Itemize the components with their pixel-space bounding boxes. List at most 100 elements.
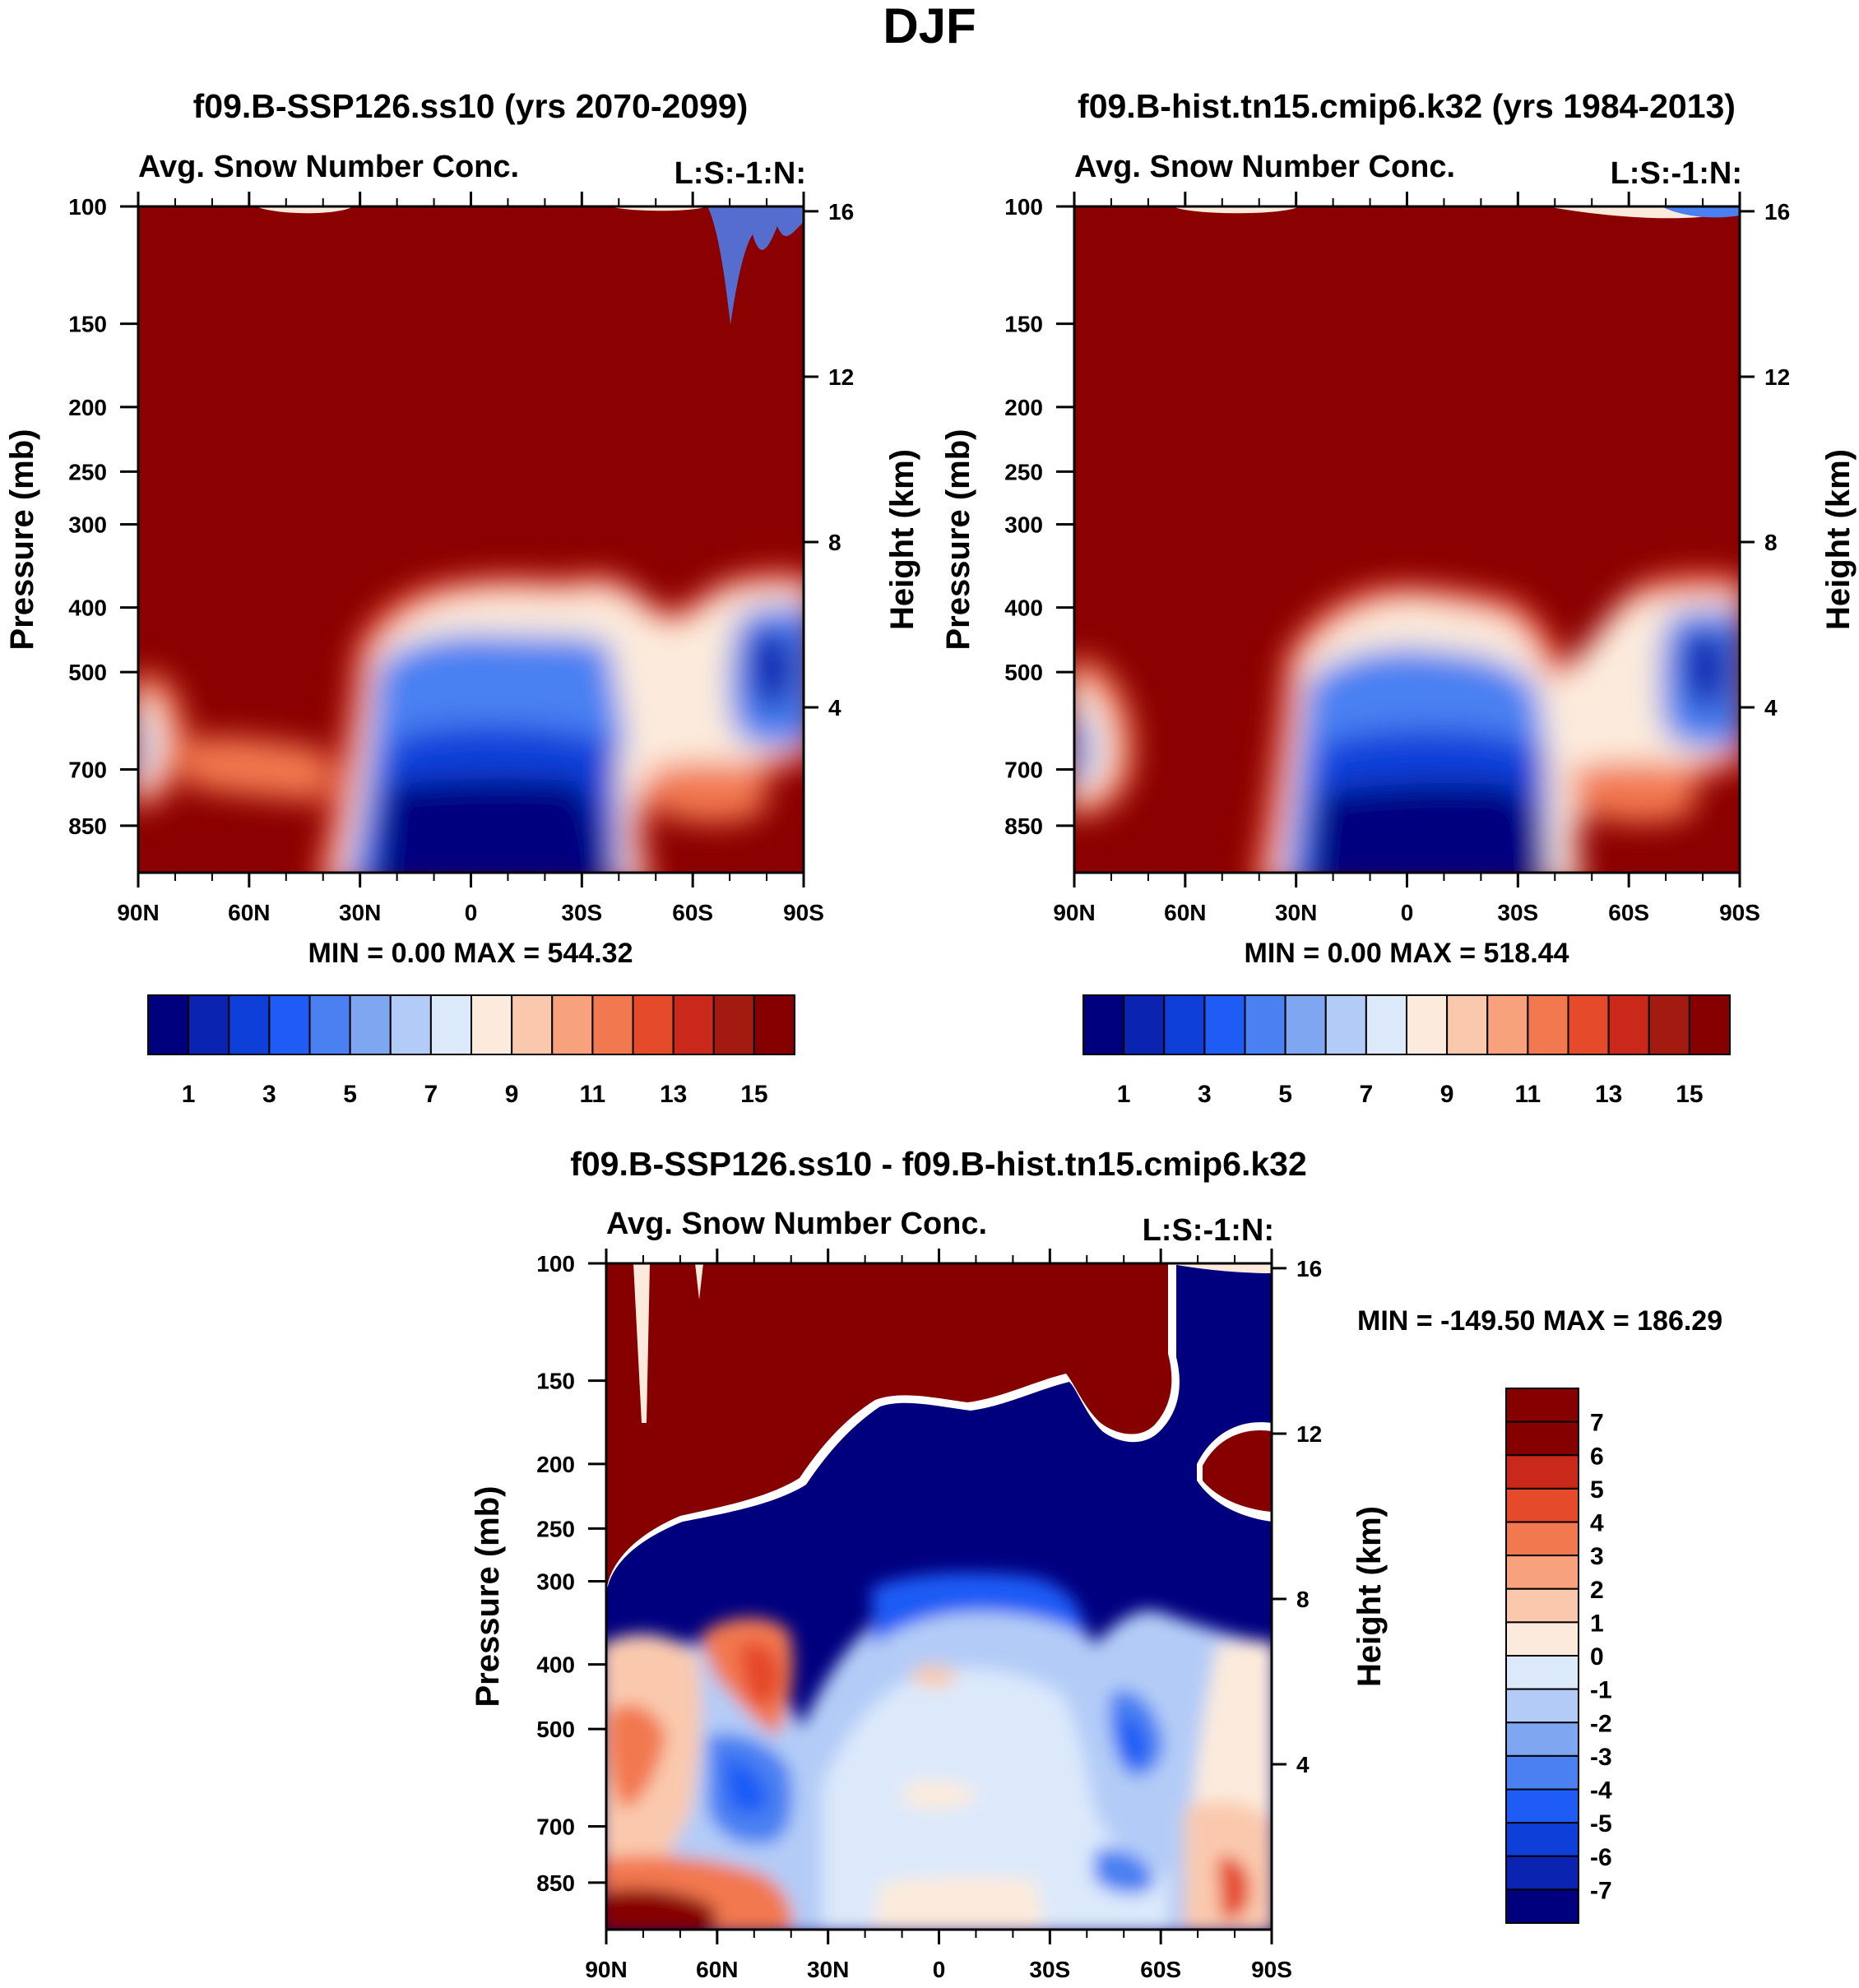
colorbar-label: -2 — [1590, 1710, 1612, 1737]
x-tick-label: 60N — [1164, 900, 1206, 925]
colorbar-swatch — [1505, 1388, 1579, 1423]
x-tick-label: 90S — [1719, 900, 1760, 925]
panel-b-subtitle: Avg. Snow Number Conc. — [1074, 150, 1455, 184]
y-tick-label: 200 — [68, 395, 107, 420]
y-tick-label: 500 — [536, 1717, 575, 1742]
y2-tick-label: 12 — [828, 364, 854, 390]
y2-tick-label: 8 — [1764, 530, 1778, 555]
colorbar-swatch — [1648, 994, 1690, 1055]
colorbar-swatch — [1505, 1655, 1579, 1690]
colorbar-swatch — [1527, 994, 1569, 1055]
colorbar-swatch — [753, 994, 795, 1055]
panel-diff-right-label: L:S:-1:N: — [1143, 1213, 1274, 1248]
colorbar-swatch — [1505, 1688, 1579, 1724]
x-tick-label: 90N — [585, 1957, 627, 1982]
panel-a-subtitle: Avg. Snow Number Conc. — [138, 150, 519, 184]
y-tick-label: 400 — [1004, 595, 1043, 621]
colorbar-swatch — [1203, 994, 1246, 1055]
colorbar-label: 2 — [1590, 1577, 1604, 1604]
colorbar-swatch — [1505, 1587, 1579, 1624]
colorbar-label: 1 — [1590, 1610, 1604, 1637]
y-tick-label: 100 — [68, 194, 107, 220]
colorbar-swatch — [1324, 994, 1367, 1055]
colorbar-swatch — [1505, 1521, 1579, 1557]
y-tick-label: 300 — [536, 1569, 575, 1594]
panel-diff-subtitle: Avg. Snow Number Conc. — [606, 1207, 987, 1241]
colorbar-b: 1 3 5 7 9 11 13 15 — [1082, 994, 1731, 1108]
colorbar-label: 11 — [580, 1081, 606, 1108]
colorbar-label: 1 — [182, 1081, 196, 1108]
colorbar-label: 3 — [1198, 1081, 1212, 1108]
y-tick-label: 150 — [536, 1369, 575, 1394]
colorbar-swatch — [1446, 994, 1489, 1055]
y2-tick-label: 8 — [1296, 1587, 1310, 1612]
x-tick-label: 0 — [465, 900, 478, 925]
colorbar-label: 13 — [1595, 1081, 1622, 1108]
colorbar-label: -5 — [1590, 1810, 1612, 1837]
colorbar-label: -6 — [1590, 1844, 1612, 1871]
colorbar-swatch — [1505, 1555, 1579, 1590]
panel-a-field — [138, 206, 804, 873]
y-tick-label: 200 — [1004, 395, 1043, 420]
y2-tick-label: 12 — [1764, 364, 1790, 390]
colorbar-swatch — [1505, 1621, 1579, 1657]
x-tick-label: 90S — [783, 900, 824, 925]
x-tick-label: 30S — [1029, 1957, 1070, 1982]
colorbar-swatch — [1607, 994, 1650, 1055]
colorbar-label: 5 — [1278, 1081, 1292, 1108]
colorbar-swatch — [1505, 1788, 1579, 1824]
colorbar-layer: 1 3 5 7 9 11 13 15 1 3 5 7 9 11 13 1576543210-1-2-3-4-5… — [147, 994, 1731, 1924]
y-tick-label: 150 — [1004, 312, 1043, 337]
colorbar-swatch — [1505, 1722, 1579, 1757]
y-axis-label: Pressure (mb) — [4, 429, 40, 651]
y-tick-label: 250 — [68, 459, 107, 484]
colorbar-swatch — [188, 994, 230, 1055]
x-tick-label: 60S — [672, 900, 713, 925]
colorbar-swatch — [1123, 994, 1166, 1055]
y2-tick-label: 16 — [828, 199, 854, 225]
panel-b: f09.B-hist.tn15.cmip6.k32 (yrs 1984-2013… — [1074, 87, 1742, 873]
colorbar-label: 15 — [1676, 1081, 1703, 1108]
panel-a: f09.B-SSP126.ss10 (yrs 2070-2099) Avg. S… — [138, 87, 806, 873]
colorbar-swatch — [1505, 1420, 1579, 1457]
colorbar-swatch — [1505, 1855, 1579, 1891]
y-tick-label: 500 — [1004, 660, 1043, 685]
colorbar-swatch — [511, 994, 554, 1055]
colorbar-label: -3 — [1590, 1744, 1612, 1771]
y-tick-label: 500 — [68, 660, 107, 685]
colorbar-label: -1 — [1590, 1677, 1612, 1704]
colorbar-swatch — [1688, 994, 1731, 1055]
x-tick-label: 90S — [1251, 1957, 1292, 1982]
colorbar-label: 6 — [1590, 1443, 1604, 1470]
colorbar-swatch — [591, 994, 634, 1055]
colorbar-label: 7 — [1590, 1410, 1604, 1437]
y-tick-label: 250 — [536, 1516, 575, 1541]
colorbar-label: 7 — [424, 1081, 438, 1108]
panel-b-field — [1074, 206, 1740, 873]
colorbar-swatch — [1082, 994, 1125, 1055]
colorbar-label: 7 — [1360, 1081, 1374, 1108]
y2-tick-label: 4 — [1296, 1752, 1310, 1777]
panel-diff-title: f09.B-SSP126.ss10 - f09.B-hist.tn15.cmip… — [570, 1145, 1307, 1183]
colorbar-label: 9 — [505, 1081, 519, 1108]
colorbar-swatch — [1505, 1754, 1579, 1791]
colorbar-label: 3 — [1590, 1543, 1604, 1570]
y2-tick-label: 16 — [1764, 199, 1790, 225]
y2-tick-label: 4 — [828, 695, 841, 721]
panel-b-right-label: L:S:-1:N: — [1611, 156, 1742, 191]
x-tick-label: 30N — [807, 1957, 849, 1982]
y-tick-label: 700 — [536, 1814, 575, 1840]
panel-a-title: f09.B-SSP126.ss10 (yrs 2070-2099) — [193, 87, 749, 125]
colorbar-label: 5 — [1590, 1476, 1604, 1504]
y2-axis-label: Height (km) — [1820, 449, 1857, 630]
colorbar-swatch — [1505, 1888, 1579, 1924]
colorbar-swatch — [1284, 994, 1327, 1055]
colorbar-swatch — [672, 994, 715, 1055]
colorbar-label: 0 — [1590, 1643, 1604, 1671]
colorbar-swatch — [349, 994, 392, 1055]
panel-a-right-label: L:S:-1:N: — [675, 156, 806, 191]
y-tick-label: 400 — [68, 595, 107, 621]
y-axis-label: Pressure (mb) — [470, 1486, 506, 1708]
y2-axis-label: Height (km) — [884, 449, 920, 630]
